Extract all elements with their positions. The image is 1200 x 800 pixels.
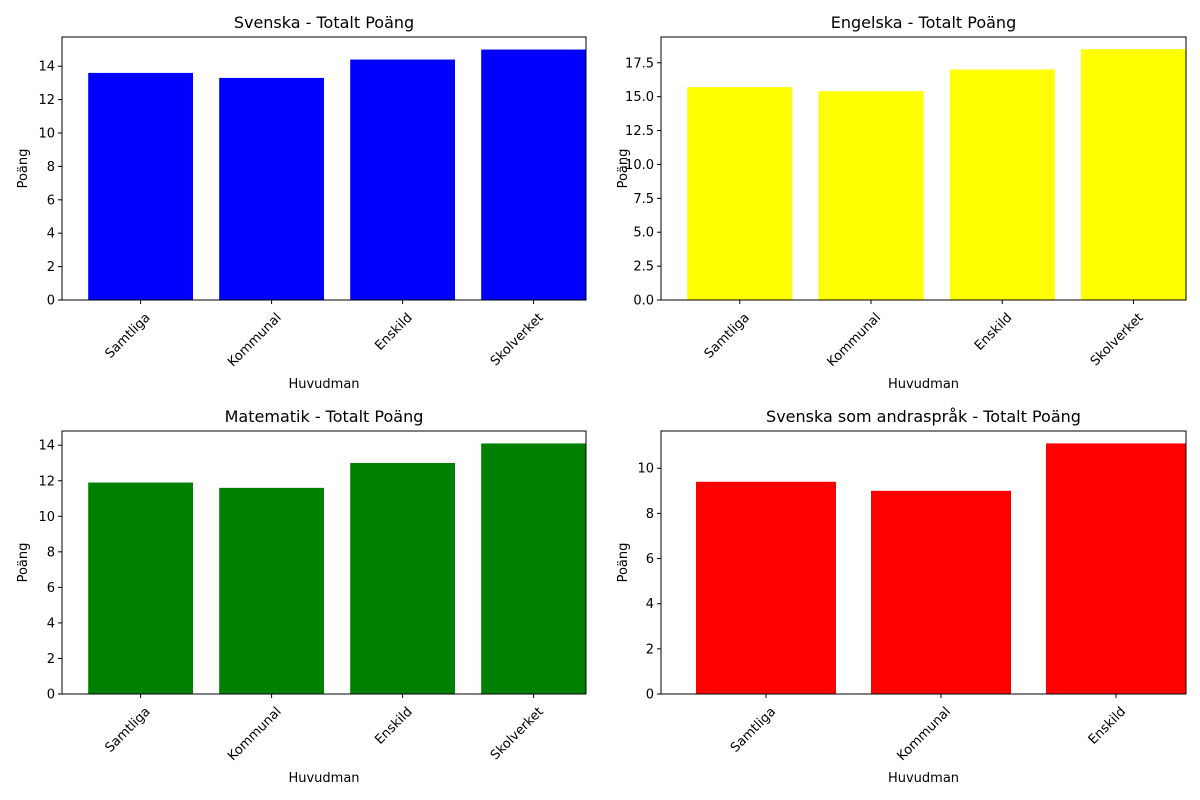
bar-samtliga — [88, 72, 193, 301]
x-tick-label: Enskild — [1086, 704, 1129, 747]
y-tick-label: 6 — [47, 581, 55, 596]
y-tick-label: 17.5 — [625, 56, 654, 71]
plot-frame — [660, 430, 1187, 695]
bar-enskild — [350, 462, 455, 694]
y-tick-label: 4 — [47, 616, 55, 631]
y-axis-label: Poäng — [16, 543, 31, 583]
y-tick-label: 0 — [47, 688, 55, 703]
y-axis-label: Poäng — [616, 543, 631, 583]
bar-kommunal — [219, 77, 324, 301]
y-tick-label: 12 — [38, 474, 55, 489]
x-axis-label: Huvudman — [288, 377, 359, 392]
x-tick-label: Enskild — [972, 310, 1015, 353]
chart-svenska: 0 2 4 6 8 10 12 14 Samtliga Kommunal Enskild Skolve… — [16, 13, 587, 392]
chart-engelska: 0.0 2.5 5.0 7.5 10.0 12.5 15.0 17.5 Samtliga Komm… — [616, 13, 1187, 392]
chart-title: Svenska som andraspråk - Totalt Poäng — [766, 407, 1081, 426]
chart-title: Matematik - Totalt Poäng — [225, 407, 424, 426]
x-tick-label: Enskild — [372, 704, 415, 747]
bar-samtliga — [88, 482, 193, 694]
y-tick-label: 4 — [47, 227, 55, 242]
y-tick-label: 10 — [637, 462, 654, 477]
x-tick-label: Skolverket — [488, 310, 547, 369]
x-tick-label: Samtliga — [102, 704, 153, 755]
x-tick-label: Kommunal — [824, 310, 884, 370]
bar-skolverket — [481, 49, 586, 301]
y-tick-label: 8 — [47, 160, 55, 175]
bar-kommunal — [871, 490, 1011, 694]
y-tick-label: 7.5 — [633, 192, 654, 207]
y-tick-label: 4 — [646, 597, 654, 612]
y-tick-label: 10 — [38, 510, 55, 525]
bar-skolverket — [481, 443, 586, 694]
bar-enskild — [949, 69, 1055, 301]
bar-samtliga — [687, 87, 793, 300]
x-tick-label: Samtliga — [102, 310, 153, 361]
y-tick-label: 14 — [38, 60, 55, 75]
y-tick-label: 15.0 — [625, 90, 654, 105]
plot-frame — [61, 430, 587, 695]
bar-enskild — [350, 59, 455, 300]
x-tick-label: Skolverket — [488, 704, 547, 763]
x-tick-label: Samtliga — [728, 704, 779, 755]
y-tick-label: 0 — [47, 294, 55, 309]
y-tick-label: 10 — [38, 127, 55, 142]
bar-kommunal — [219, 487, 324, 694]
y-tick-label: 10.0 — [625, 158, 654, 173]
chart-matematik: 0 2 4 6 8 10 12 14 Samtliga Kommunal Enskild Skolve… — [16, 407, 587, 786]
y-tick-label: 2 — [47, 260, 55, 275]
y-tick-label: 2 — [47, 652, 55, 667]
y-tick-label: 14 — [38, 439, 55, 454]
bar-samtliga — [696, 481, 836, 694]
y-tick-label: 8 — [47, 545, 55, 560]
x-axis-label: Huvudman — [888, 377, 959, 392]
y-tick-label: 0 — [646, 688, 654, 703]
y-tick-label: 6 — [47, 193, 55, 208]
x-tick-label: Skolverket — [1088, 310, 1147, 369]
chart-title: Svenska - Totalt Poäng — [234, 13, 414, 32]
x-tick-label: Kommunal — [225, 310, 285, 370]
y-tick-label: 0.0 — [633, 294, 654, 309]
x-tick-label: Samtliga — [702, 310, 753, 361]
bar-enskild — [1046, 443, 1186, 694]
y-tick-label: 12 — [38, 93, 55, 108]
x-axis-label: Huvudman — [288, 771, 359, 786]
x-tick-label: Enskild — [372, 310, 415, 353]
y-tick-label: 8 — [646, 507, 654, 522]
y-tick-label: 5.0 — [633, 226, 654, 241]
y-tick-label: 12.5 — [625, 124, 654, 139]
y-tick-label: 6 — [646, 552, 654, 567]
bar-kommunal — [818, 91, 924, 300]
plot-frame — [61, 36, 587, 301]
chart-svenska-som-andrasprak: 0 2 4 6 8 10 Samtliga Kommunal Enskild Svenska so… — [616, 407, 1187, 786]
x-tick-label: Kommunal — [894, 704, 954, 764]
y-tick-label: 2.5 — [633, 260, 654, 275]
plot-frame — [660, 36, 1187, 301]
y-axis-label: Poäng — [616, 149, 631, 189]
x-axis-label: Huvudman — [888, 771, 959, 786]
chart-title: Engelska - Totalt Poäng — [831, 13, 1016, 32]
x-tick-label: Kommunal — [225, 704, 285, 764]
bar-skolverket — [1081, 49, 1186, 300]
y-tick-label: 2 — [646, 642, 654, 657]
y-axis-label: Poäng — [16, 149, 31, 189]
